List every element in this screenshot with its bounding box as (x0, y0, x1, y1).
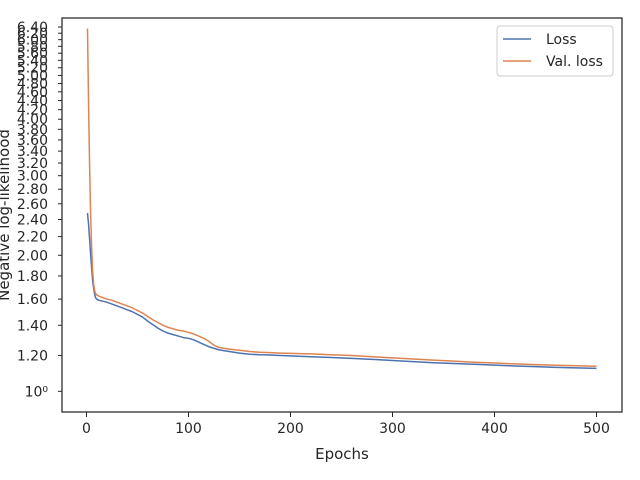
x-axis-ticks: 0 100 200 300 400 500 (82, 412, 610, 437)
y-tick-label: 2.00 (17, 248, 48, 264)
y-tick-label: 3.40 (17, 144, 48, 160)
legend: Loss Val. loss (496, 25, 614, 77)
x-tick-label: 0 (82, 421, 91, 437)
y-tick-label: 6.40 (17, 20, 48, 36)
y-tick-label: 5.40 (17, 53, 48, 69)
y-tick-label: 1.40 (17, 318, 48, 334)
series-line-2 (86, 28, 597, 368)
y-tick-label: 3.20 (17, 156, 48, 172)
y-tick-label: 5.80 (17, 39, 48, 55)
y-tick-label: 4.00 (17, 112, 48, 128)
legend-label-2: Val. loss (546, 54, 603, 70)
y-tick-label: 5.00 (17, 68, 48, 84)
y-tick-label: 5.20 (17, 61, 48, 77)
y-tick-label: 10⁰ (25, 384, 49, 400)
y-tick-label: 2.20 (17, 230, 48, 246)
y-tick-label: 5.60 (17, 46, 48, 62)
y-tick-label: 6.00 (17, 33, 48, 49)
x-axis-label: Epochs (315, 445, 369, 463)
y-tick-label: 4.60 (17, 85, 48, 101)
y-tick-label: 2.60 (17, 197, 48, 213)
y-tick-label: 4.40 (17, 94, 48, 110)
y-tick-label: 3.00 (17, 169, 48, 185)
plot-frame (61, 17, 623, 413)
y-tick-label: 4.20 (17, 103, 48, 119)
y-tick-label: 2.40 (17, 212, 48, 228)
legend-label-1: Loss (546, 32, 577, 48)
series-line-1 (86, 212, 597, 370)
y-tick-label: 3.60 (17, 133, 48, 149)
y-tick-label: 1.20 (17, 349, 48, 365)
y-tick-label: 1.60 (17, 292, 48, 308)
y-tick-label: 3.80 (17, 122, 48, 138)
x-tick-label: 200 (277, 421, 304, 437)
x-tick-label: 400 (481, 421, 508, 437)
x-tick-label: 500 (583, 421, 610, 437)
x-tick-label: 100 (175, 421, 202, 437)
series-layer (86, 28, 597, 370)
y-axis-label: Negative log-likelihood (0, 129, 13, 301)
y-tick-label: 1.80 (17, 269, 48, 285)
y-tick-label: 6.20 (17, 26, 48, 42)
y-tick-label: 2.80 (17, 182, 48, 198)
y-axis-ticks: 10⁰1.201.401.601.802.002.202.402.602.803… (17, 20, 62, 400)
y-tick-label: 4.80 (17, 76, 48, 92)
x-tick-label: 300 (379, 421, 406, 437)
